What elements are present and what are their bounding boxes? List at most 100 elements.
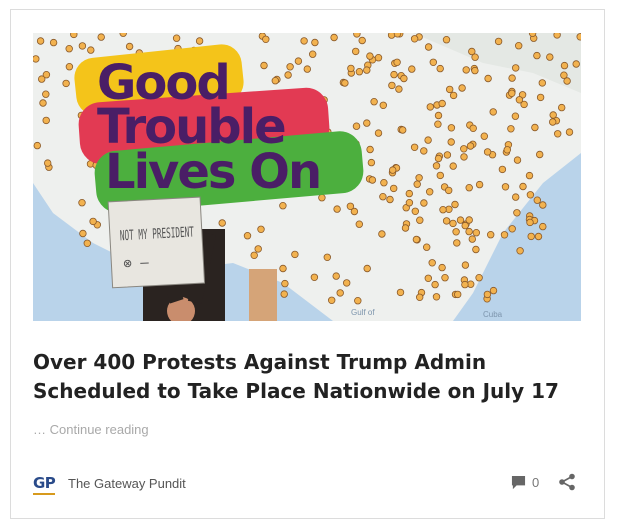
protest-location-dot [284,71,292,79]
protest-location-dot [515,41,523,50]
protest-location-dot [528,33,537,37]
protest-location-dot [395,85,403,93]
protest-location-dot [549,118,557,126]
protest-location-dot [516,247,524,255]
protest-location-dot [434,154,443,163]
sign-mid: ⊗ — [123,255,150,272]
protest-location-dot [401,224,410,232]
protest-location-dot [519,182,527,191]
protest-location-dot [483,148,492,156]
sign-text: NOT MY PRESIDENT [120,224,195,244]
protest-location-dot [432,293,441,301]
map-label-cuba: Cuba [483,310,503,319]
article-headline[interactable]: Over 400 Protests Against Trump Admin Sc… [33,350,559,403]
protest-location-dot [36,37,45,45]
protest-location-dot [449,91,458,100]
protest-location-dot [279,264,287,273]
protest-location-dot [432,162,441,170]
protest-location-dot [429,58,437,66]
protest-location-dot [472,228,480,237]
protest-location-dot [515,96,524,104]
protest-location-dot [507,125,515,133]
protest-location-dot [39,99,47,107]
protest-location-dot [303,65,311,73]
protest-location-dot [352,122,361,130]
protest-location-dot [536,93,545,102]
protest-location-dot [400,74,408,83]
protest-location-dot [374,54,383,62]
protest-location-dot [465,216,473,224]
protest-location-dot [438,263,446,272]
protest-location-dot [498,165,507,174]
protest-location-dot [420,199,428,207]
protest-location-dot [78,42,87,50]
protest-location-dot [447,138,455,146]
source-logo[interactable]: GP [33,474,56,495]
protest-location-dot [458,84,466,92]
protest-location-dot [469,124,477,132]
continue-reading-link[interactable]: Continue reading [49,422,149,437]
protest-location-dot [431,280,439,289]
protest-location-dot [42,116,50,125]
banner-line-1: Good [97,55,229,111]
protest-location-dot [512,64,520,72]
protest-location-dot [501,183,510,191]
protest-location-dot [262,35,270,44]
protest-location-dot [468,235,476,243]
protest-location-dot [389,166,397,174]
protest-location-dot [428,259,436,267]
article-card: Good Trouble Lives On NOT MY PRESIDENT ⊗… [10,9,605,519]
comments-button[interactable]: 0 [511,475,539,490]
protest-location-dot [363,119,371,127]
protest-location-dot [416,293,424,301]
protest-location-dot [560,61,569,70]
protest-location-dot [396,288,405,297]
protest-location-dot [405,189,413,198]
protest-location-dot [352,47,360,56]
protest-location-dot [511,112,520,120]
protest-location-dot [79,229,87,238]
protest-location-dot [462,66,470,74]
protest-location-dot [378,230,386,238]
hero-image[interactable]: Good Trouble Lives On NOT MY PRESIDENT ⊗… [33,33,581,321]
protest-location-dot [350,207,359,216]
protest-location-dot [471,53,479,61]
protest-location-dot [332,272,340,280]
protest-location-dot [508,225,516,233]
protest-location-dot [460,145,468,153]
protest-location-dot [70,33,78,39]
protest-location-dot [449,162,457,170]
protest-location-dot [33,141,42,150]
protest-location-dot [480,132,488,140]
share-button[interactable] [558,473,576,496]
protest-location-dot [489,286,498,295]
protest-location-dot [451,200,459,209]
protest-location-dot [508,74,516,82]
protest-location-dot [33,55,40,63]
protest-location-dot [354,297,362,305]
protest-location-dot [355,68,364,76]
protest-location-dot [412,235,421,244]
protest-location-dot [388,81,396,90]
protest-location-dot [78,198,86,207]
protest-location-dot [465,183,473,192]
protest-location-dot [125,42,134,51]
protest-location-dot [271,77,279,85]
ellipsis: … [33,422,46,437]
protest-location-dot [513,209,521,217]
banner-line-3: Lives On [105,144,320,200]
protest-location-dot [445,186,453,195]
protest-location-dot [472,245,480,254]
protest-location-dot [119,33,127,37]
protest-location-dot [489,108,497,116]
protest-location-dot [527,232,535,241]
map-label-gulf: Gulf of [351,308,375,317]
protest-location-dot [442,217,451,225]
source-name[interactable]: The Gateway Pundit [68,476,186,491]
protest-location-dot [533,196,541,204]
share-icon [559,473,575,491]
protest-location-dot [424,43,433,51]
protest-location-dot [294,57,303,65]
protest-location-dot [560,71,568,79]
continue-reading[interactable]: … Continue reading [33,422,149,437]
